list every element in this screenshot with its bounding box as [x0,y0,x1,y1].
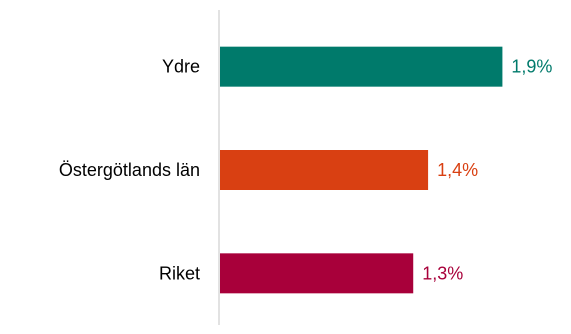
value-label: 1,3% [422,263,463,283]
bar-2 [220,150,429,190]
bar-1 [220,46,503,87]
bar-3 [220,253,414,294]
category-label: Ydre [162,57,200,77]
bars-layer: Ydre 1,9% Östergötlands län 1,4% Riket 1,3% [59,46,552,294]
value-label: 1,4% [437,160,478,180]
category-label: Östergötlands län [59,160,200,180]
category-label: Riket [159,263,200,283]
value-label: 1,9% [511,57,552,77]
